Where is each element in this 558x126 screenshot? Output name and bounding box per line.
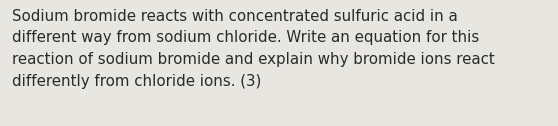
- Text: Sodium bromide reacts with concentrated sulfuric acid in a
different way from so: Sodium bromide reacts with concentrated …: [12, 9, 495, 89]
